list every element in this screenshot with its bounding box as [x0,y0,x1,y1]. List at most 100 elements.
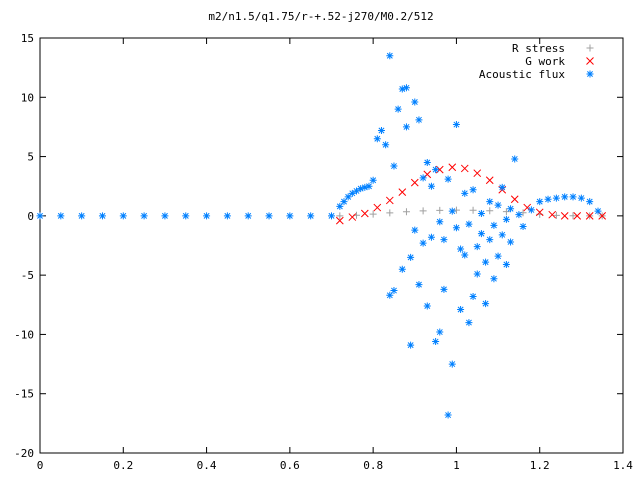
data-point [423,159,431,166]
plot-frame [39,37,624,454]
data-point [427,233,435,241]
data-point [469,186,477,194]
y-tick-label: -15 [14,388,34,401]
y-tick-label: -5 [21,269,34,282]
data-point [536,198,544,206]
data-point [452,224,460,232]
data-point [444,175,452,183]
data-point [494,201,502,209]
data-point [569,193,577,201]
data-point [507,205,515,213]
data-point [427,182,435,190]
data-point [344,193,352,201]
data-point [586,198,594,206]
data-point [436,328,444,336]
data-point [203,212,211,220]
data-point [432,338,440,346]
legend-marker [586,57,594,65]
data-point [486,198,494,206]
data-point [482,300,490,308]
data-point [465,319,473,327]
data-point [398,85,406,93]
data-point [482,258,490,266]
data-point [507,238,515,246]
data-point [560,212,569,220]
data-point [98,212,106,220]
legend-marker [586,70,594,78]
data-point [510,195,519,204]
data-point [465,220,473,228]
data-point [369,210,377,218]
data-point [527,206,535,214]
data-point [348,189,356,197]
data-point [502,208,510,216]
x-tick-label: 1 [453,459,460,472]
data-point [502,215,510,223]
data-point [415,116,423,124]
data-point [398,265,406,273]
y-tick-label: -10 [14,328,34,341]
data-point [415,281,423,289]
data-point [452,121,460,129]
data-point [436,218,444,226]
data-point [119,212,127,220]
data-point [469,206,477,214]
data-point [432,166,440,174]
data-point [544,195,552,203]
data-point [140,212,148,220]
data-point [502,260,510,268]
data-point [448,163,457,172]
data-point [336,202,344,210]
x-tick-label: 1.4 [613,459,633,472]
data-point [577,194,585,202]
data-point [265,212,273,220]
data-point [335,216,344,225]
data-point [402,123,410,131]
data-point [390,162,398,170]
data-point [340,198,348,206]
data-point [360,209,369,218]
data-point [57,212,65,220]
series-acoustic-flux [36,52,602,419]
data-point [357,185,365,193]
data-point [365,182,373,190]
data-point [519,223,527,231]
data-point [373,203,382,212]
data-point [390,287,398,295]
data-point [423,302,431,310]
data-point [336,212,344,220]
x-tick-label: 0.6 [280,459,300,472]
data-point [448,207,456,215]
chart-title: m2/n1.5/q1.75/r-+.52-j270/M0.2/512 [208,10,433,23]
data-point [461,189,469,197]
axes: 0 0.2 0.4 0.6 0.8 1 1.2 1.4 -20 -15 -10 -5 0 5 10 15 [14,32,633,472]
data-point [485,176,494,185]
data-point [461,251,469,259]
data-point [477,230,485,238]
data-point [402,84,410,92]
legend-label: Acoustic flux [479,68,565,81]
data-point [78,212,86,220]
data-point [457,245,465,253]
data-point [494,252,502,260]
data-point [348,213,357,221]
data-point [386,291,394,299]
series-g-work [335,163,607,225]
legend-label: G work [525,55,565,68]
data-point [473,243,481,251]
data-point [490,275,498,283]
y-tick-label: 10 [21,91,34,104]
data-point [386,209,394,217]
data-point [552,211,560,219]
x-tick-label: 0.4 [197,459,217,472]
data-point [407,341,415,349]
data-point [352,187,360,195]
data-point [490,221,498,229]
y-tick-label: 15 [21,32,34,45]
data-point [411,226,419,234]
data-point [36,212,44,220]
legend-marker [586,44,594,52]
data-point [444,411,452,419]
data-point [573,212,582,220]
